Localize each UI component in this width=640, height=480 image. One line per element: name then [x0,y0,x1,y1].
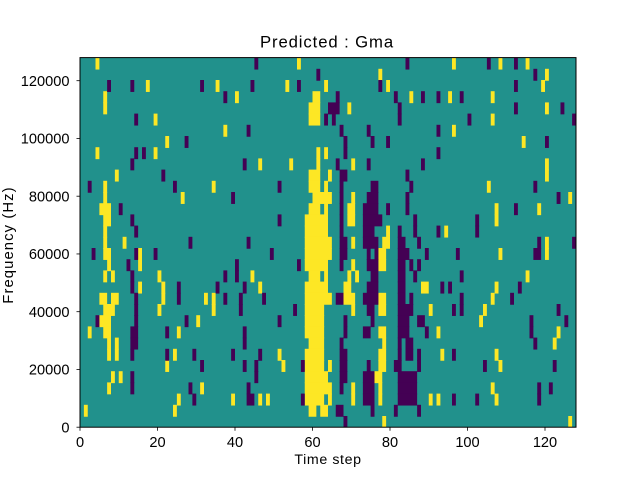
svg-text:100: 100 [455,435,479,451]
svg-text:120: 120 [533,435,557,451]
svg-text:20000: 20000 [29,363,70,379]
svg-text:60000: 60000 [29,247,70,263]
svg-text:80: 80 [382,435,398,451]
svg-text:Time step: Time step [294,452,361,468]
svg-text:40000: 40000 [29,305,70,321]
svg-text:0: 0 [61,420,69,436]
svg-text:Frequency (Hz): Frequency (Hz) [1,186,17,303]
svg-text:120000: 120000 [21,74,70,90]
svg-text:100000: 100000 [21,132,70,148]
svg-text:Predicted : Gma: Predicted : Gma [260,33,394,52]
svg-text:80000: 80000 [29,189,70,205]
svg-text:60: 60 [304,435,320,451]
svg-text:40: 40 [227,435,243,451]
svg-text:20: 20 [149,435,165,451]
svg-text:0: 0 [76,435,84,451]
